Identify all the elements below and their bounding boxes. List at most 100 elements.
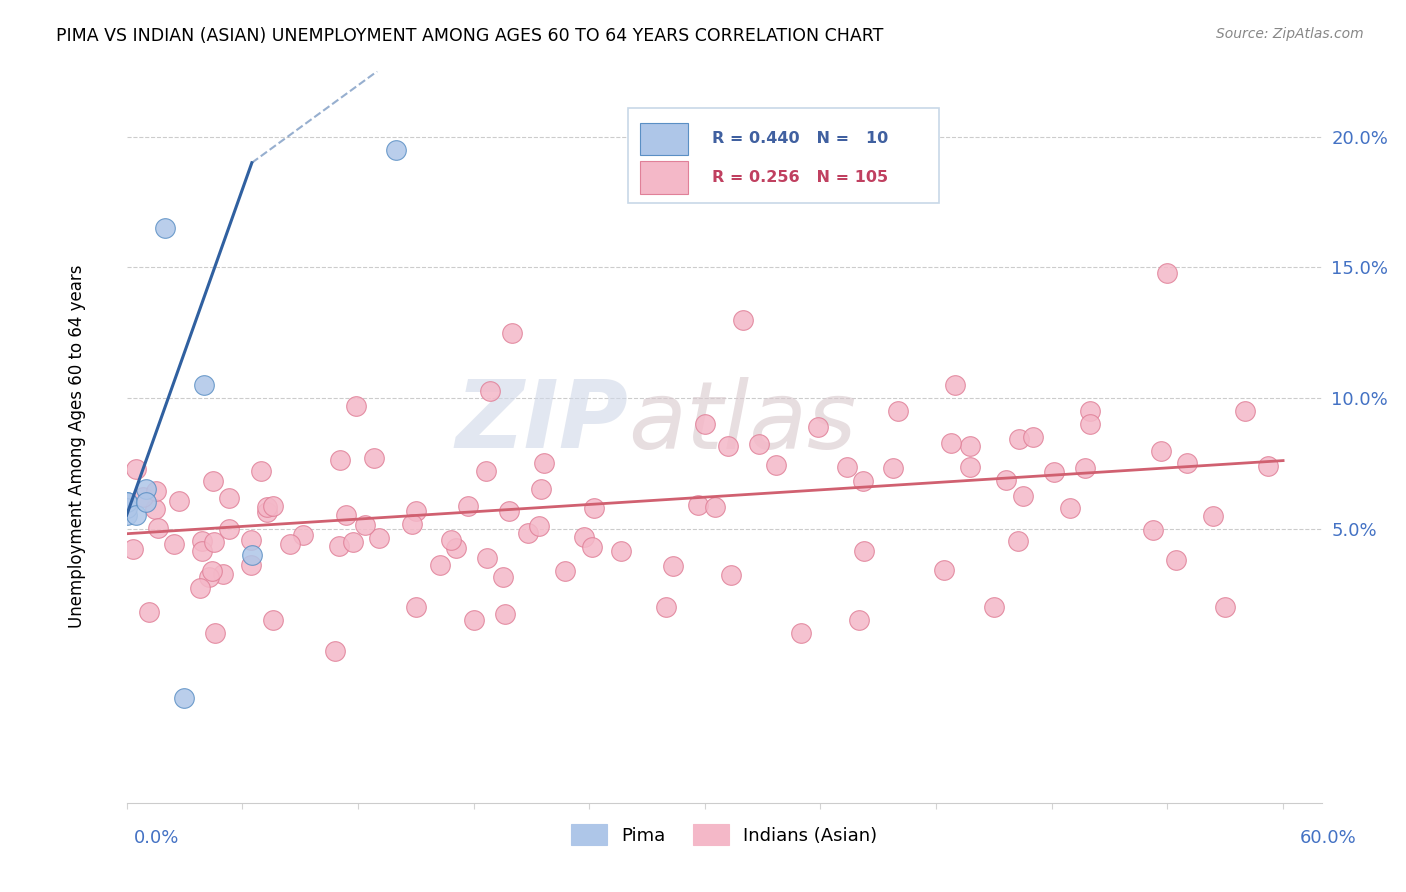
Point — [143, 502, 166, 516]
Point — [533, 457, 555, 471]
Point — [610, 544, 633, 558]
Point — [115, 508, 138, 523]
Point — [115, 495, 138, 509]
Point — [581, 540, 603, 554]
Text: atlas: atlas — [628, 377, 856, 468]
Point — [125, 508, 148, 523]
Point — [837, 459, 859, 474]
Point — [262, 499, 284, 513]
Point — [240, 558, 263, 573]
Point — [582, 500, 605, 515]
Point — [492, 570, 515, 584]
Legend: Pima, Indians (Asian): Pima, Indians (Asian) — [564, 817, 884, 852]
Point — [173, 691, 195, 706]
Point — [1043, 466, 1066, 480]
Text: Unemployment Among Ages 60 to 64 years: Unemployment Among Ages 60 to 64 years — [69, 264, 86, 628]
Text: Source: ZipAtlas.com: Source: ZipAtlas.com — [1216, 27, 1364, 41]
Point — [125, 462, 148, 476]
Point — [363, 451, 385, 466]
Point — [655, 599, 678, 614]
Text: ZIP: ZIP — [456, 376, 628, 468]
Point — [188, 581, 211, 595]
Point — [661, 559, 683, 574]
FancyBboxPatch shape — [640, 122, 688, 155]
Point — [475, 550, 498, 565]
Point — [354, 518, 377, 533]
Point — [463, 613, 485, 627]
Point — [516, 526, 538, 541]
Point — [278, 537, 301, 551]
Point — [201, 475, 224, 489]
Point — [807, 420, 830, 434]
Point — [501, 326, 523, 340]
Point — [572, 530, 595, 544]
Point — [1078, 404, 1101, 418]
Point — [115, 495, 138, 509]
Point — [328, 539, 350, 553]
Point — [790, 626, 813, 640]
Point — [554, 564, 576, 578]
Point — [1257, 458, 1279, 473]
Point — [932, 563, 955, 577]
Point — [1175, 456, 1198, 470]
Point — [1078, 417, 1101, 431]
Point — [1202, 508, 1225, 523]
Point — [1166, 553, 1188, 567]
Point — [848, 613, 870, 627]
Point — [983, 599, 1005, 614]
Point — [1021, 430, 1043, 444]
Point — [153, 221, 176, 235]
Text: 0.0%: 0.0% — [134, 830, 179, 847]
Point — [145, 484, 167, 499]
Point — [204, 626, 226, 640]
Point — [530, 482, 553, 496]
Point — [748, 436, 770, 450]
Text: PIMA VS INDIAN (ASIAN) UNEMPLOYMENT AMONG AGES 60 TO 64 YEARS CORRELATION CHART: PIMA VS INDIAN (ASIAN) UNEMPLOYMENT AMON… — [56, 27, 883, 45]
Point — [401, 516, 423, 531]
Point — [765, 458, 787, 472]
Point — [405, 599, 427, 614]
Point — [703, 500, 725, 514]
Point — [886, 404, 908, 418]
Point — [138, 605, 160, 619]
Point — [329, 453, 352, 467]
Point — [717, 439, 740, 453]
Point — [1150, 444, 1173, 458]
Point — [132, 490, 155, 504]
Point — [851, 474, 873, 488]
Point — [1059, 500, 1081, 515]
Point — [240, 533, 263, 548]
Point — [429, 558, 451, 572]
Point — [733, 312, 755, 326]
Point — [167, 494, 190, 508]
Point — [446, 541, 468, 556]
Point — [475, 464, 498, 478]
Point — [405, 503, 427, 517]
Point — [1142, 523, 1164, 537]
Point — [1012, 489, 1035, 503]
Point — [941, 435, 963, 450]
Text: R = 0.440   N =   10: R = 0.440 N = 10 — [711, 131, 889, 146]
Point — [162, 537, 184, 551]
Point — [218, 523, 240, 537]
Point — [1074, 461, 1097, 475]
Point — [440, 533, 463, 547]
Text: 60.0%: 60.0% — [1301, 830, 1357, 847]
Point — [240, 548, 263, 562]
Point — [498, 504, 520, 518]
Point — [1156, 266, 1178, 280]
Point — [385, 143, 408, 157]
Point — [1213, 599, 1236, 614]
Point — [852, 543, 875, 558]
Point — [882, 461, 904, 475]
Point — [686, 498, 709, 512]
Point — [959, 439, 981, 453]
Point — [959, 460, 981, 475]
Point — [146, 521, 169, 535]
Point — [945, 377, 967, 392]
Point — [457, 499, 479, 513]
FancyBboxPatch shape — [628, 108, 939, 203]
Point — [211, 567, 233, 582]
Point — [335, 508, 357, 523]
Point — [135, 483, 157, 497]
